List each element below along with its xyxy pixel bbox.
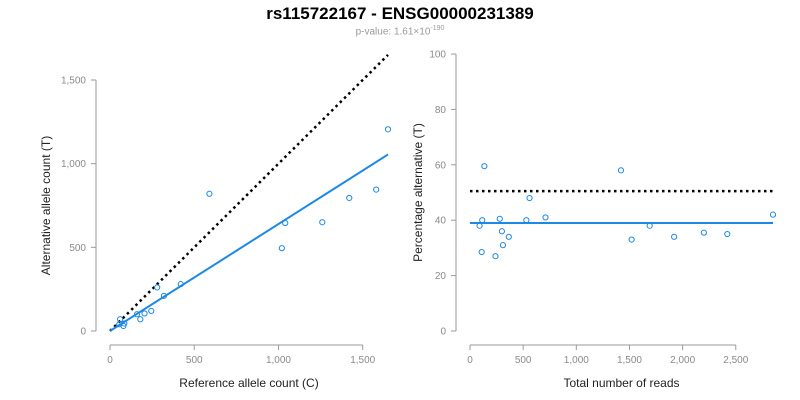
fit-line (109, 153, 389, 332)
y-tick-label: 0 (440, 327, 446, 338)
data-point (505, 233, 512, 240)
data-point (769, 211, 777, 218)
data-point (628, 236, 635, 243)
data-point (154, 284, 161, 291)
data-point (492, 253, 499, 260)
data-point (617, 167, 625, 174)
data-point (523, 217, 530, 224)
y-tick-label: 1,000 (61, 159, 86, 170)
data-point (542, 214, 549, 221)
data-point (476, 222, 483, 229)
reference-line (109, 54, 389, 332)
x-tick-label: 0 (107, 355, 113, 366)
x-axis-label: Total number of reads (563, 376, 679, 390)
data-point (177, 281, 184, 288)
x-tick-label: 500 (515, 355, 532, 366)
x-tick-label: 1,500 (350, 355, 375, 366)
x-tick-label: 1,500 (617, 355, 642, 366)
y-tick-label: 60 (435, 160, 447, 171)
y-axis-label: Percentage alternative (T) (411, 123, 425, 262)
data-point (479, 217, 486, 224)
x-tick-label: 500 (186, 355, 203, 366)
data-point (384, 126, 392, 133)
data-point (496, 215, 503, 222)
chart-subtitle: p-value: 1.61×10-190 (0, 25, 800, 37)
data-point (724, 230, 731, 238)
data-point (373, 186, 380, 193)
data-point (121, 320, 128, 327)
x-tick-label: 2,500 (723, 355, 748, 366)
y-tick-label: 500 (69, 243, 86, 254)
p-value-text: p-value: 1.61×10 (355, 26, 431, 38)
data-point (148, 307, 155, 315)
x-tick-label: 0 (467, 355, 473, 366)
y-tick-label: 100 (429, 50, 446, 61)
y-tick-label: 1,500 (61, 76, 86, 87)
data-point (206, 190, 213, 197)
data-point (319, 219, 326, 226)
data-point (498, 228, 505, 235)
y-axis-label: Alternative allele count (T) (39, 136, 53, 275)
data-point (481, 163, 488, 170)
data-point (137, 316, 144, 323)
right-panel: 0 20 40 60 80 100 0 500 1,000 1,500 2,000 2,500 Tota… (411, 50, 777, 390)
data-point (282, 219, 289, 227)
data-point (133, 311, 141, 318)
x-tick-label: 1,000 (564, 355, 589, 366)
data-point (646, 222, 653, 229)
data-point (346, 194, 353, 202)
data-point (526, 194, 533, 202)
p-value-exponent: -190 (430, 25, 445, 32)
data-point (478, 248, 485, 256)
data-point (700, 229, 707, 236)
x-axis-label: Reference allele count (C) (179, 376, 318, 390)
y-tick-label: 80 (435, 105, 447, 116)
x-tick-label: 1,000 (266, 355, 291, 366)
left-panel: 0 500 1,000 1,500 0 500 1,000 1,500 Reference al… (39, 54, 392, 390)
data-point (671, 233, 678, 240)
x-tick-label: 2,000 (670, 355, 695, 366)
data-point (141, 310, 148, 317)
y-tick-label: 20 (435, 271, 447, 282)
data-point (499, 242, 507, 249)
data-point (160, 292, 168, 299)
data-point (278, 245, 285, 252)
y-tick-label: 40 (435, 216, 447, 227)
y-tick-label: 0 (80, 327, 86, 338)
chart-title: rs115722167 - ENSG00000231389 (266, 4, 534, 23)
